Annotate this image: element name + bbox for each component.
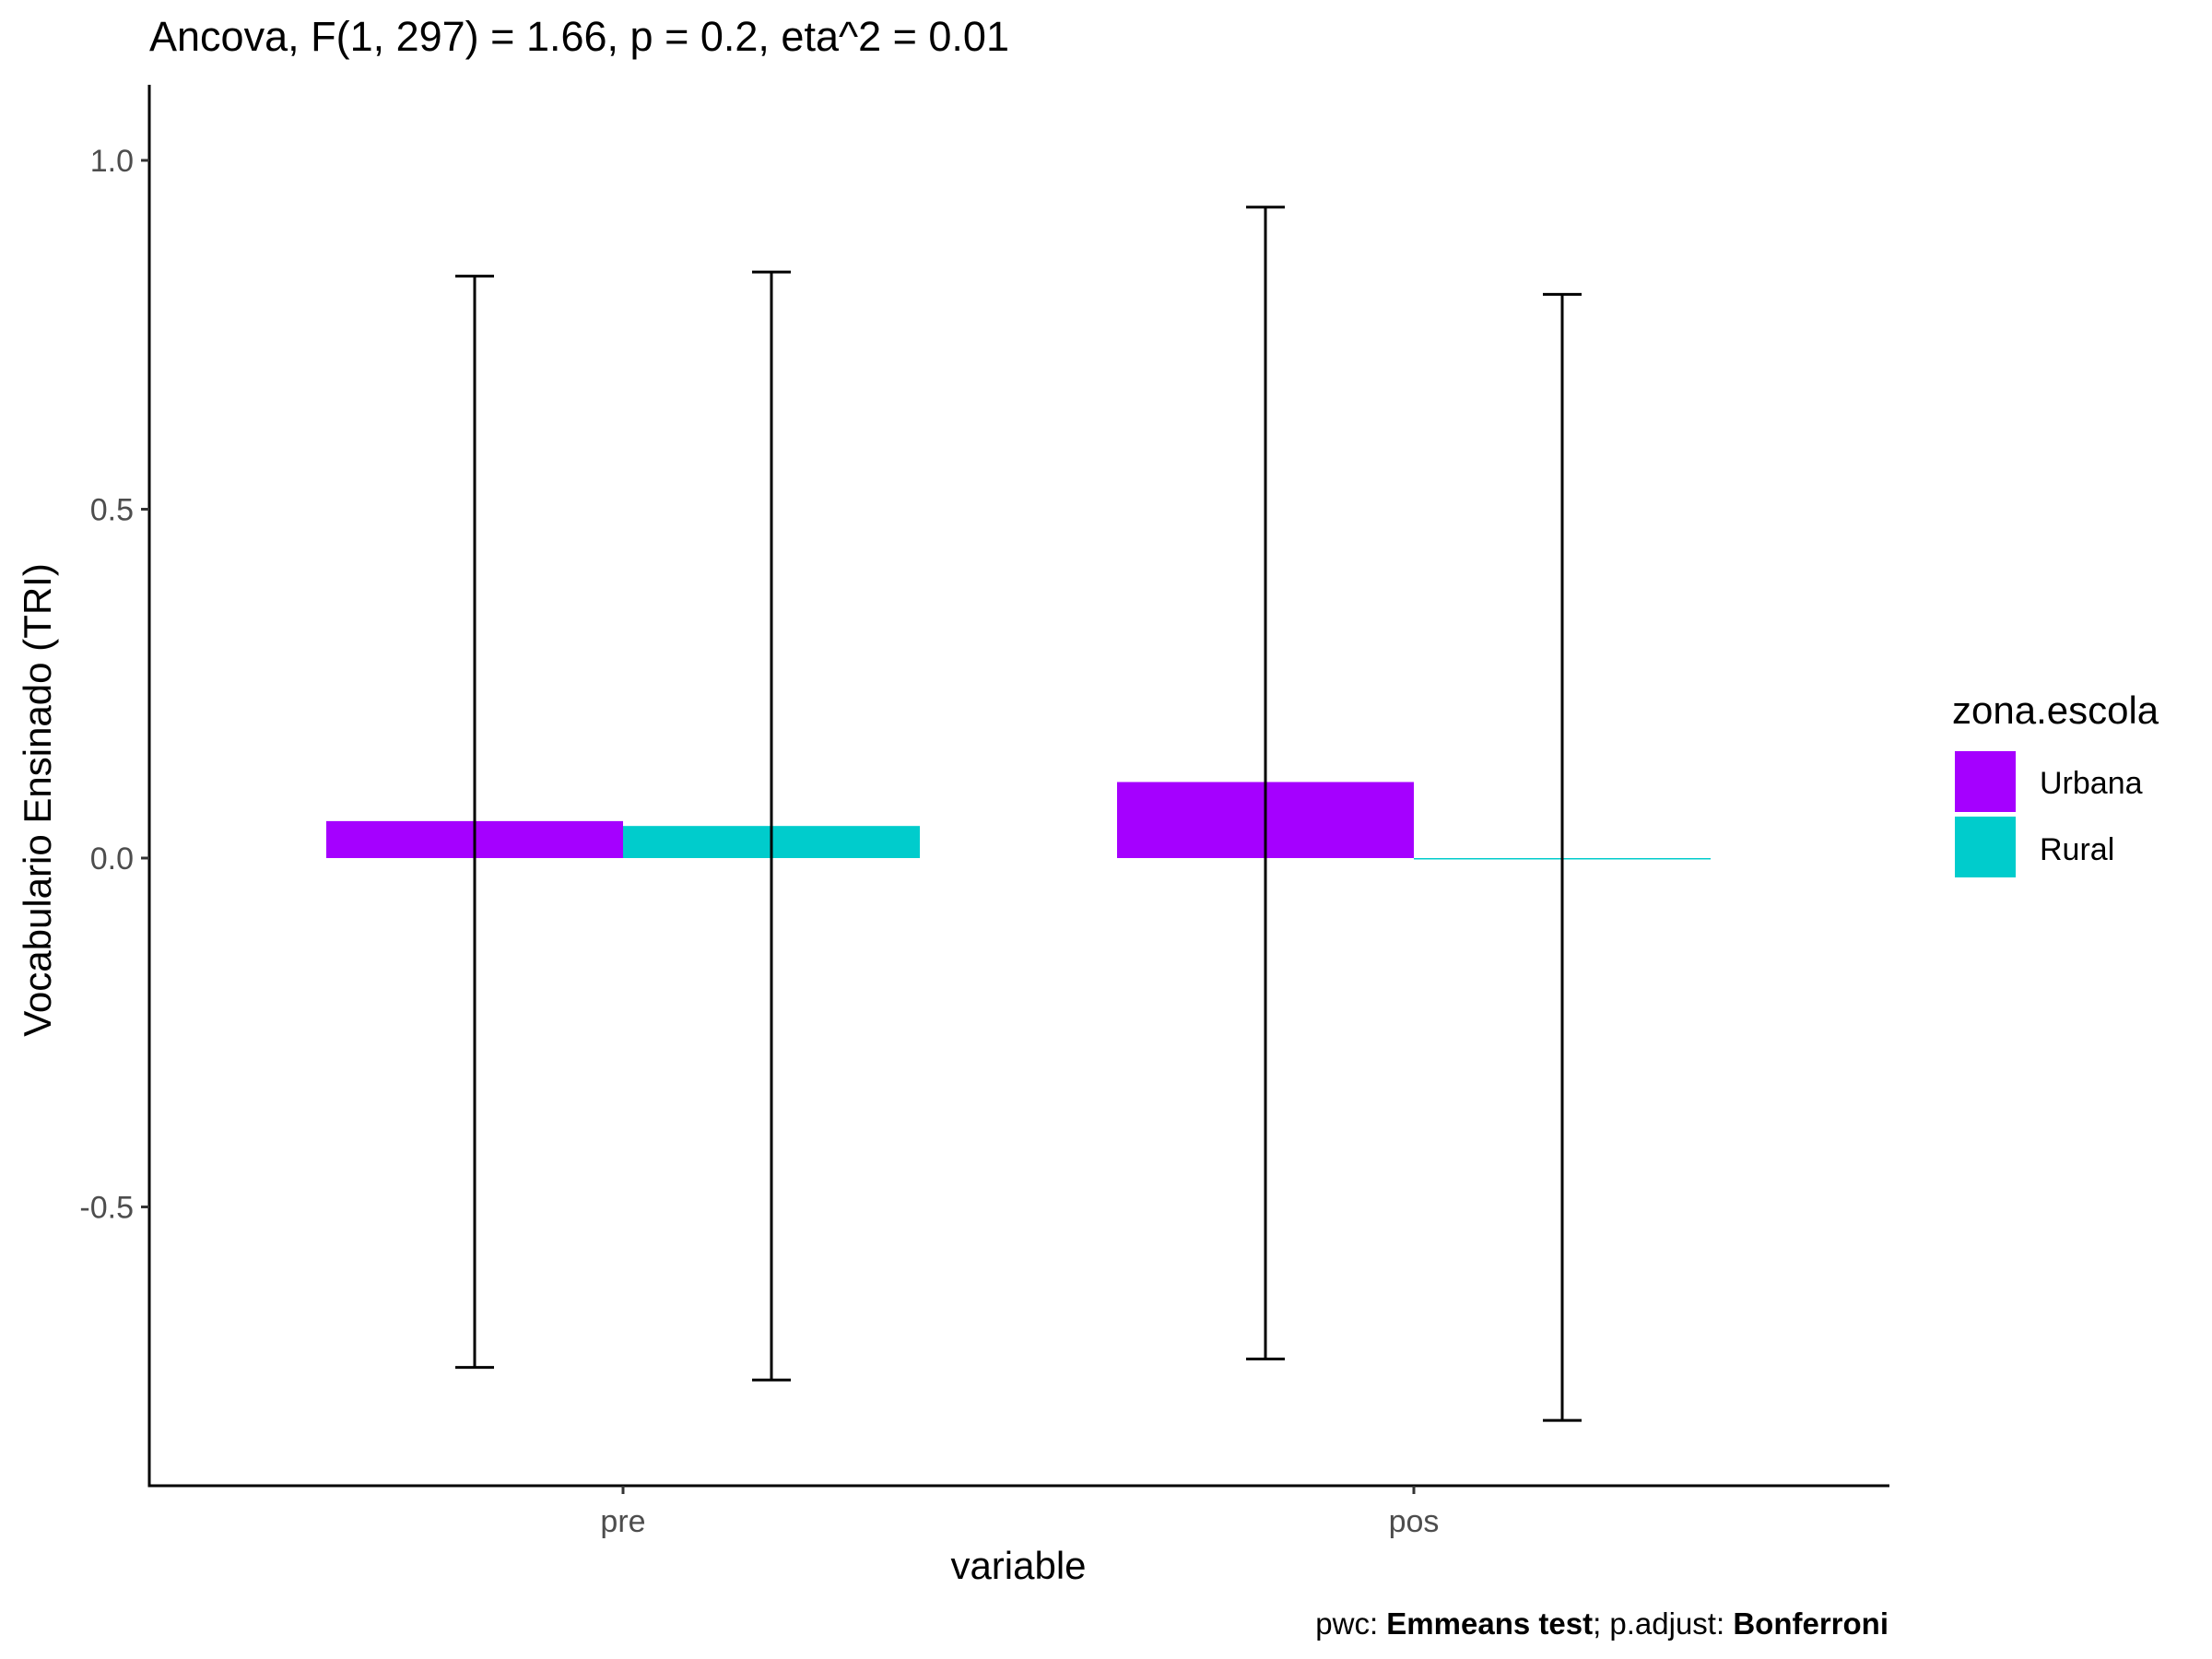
caption-padjust-prefix: ; p.adjust: bbox=[1593, 1606, 1733, 1641]
y-tick-label: 0.0 bbox=[90, 841, 134, 877]
legend-swatch-rural bbox=[1955, 817, 2016, 877]
x-ticks: pre pos bbox=[600, 1486, 1439, 1539]
chart-title: Ancova, F(1, 297) = 1.66, p = 0.2, eta^2… bbox=[149, 13, 1009, 60]
legend-label-urbana: Urbana bbox=[2040, 766, 2143, 801]
bars-layer bbox=[326, 782, 1711, 860]
x-tick-label: pre bbox=[600, 1504, 645, 1539]
y-tick-label: 1.0 bbox=[90, 144, 134, 179]
errorbar-urbana-pos bbox=[1246, 206, 1285, 1361]
legend-swatch-urbana bbox=[1955, 751, 2016, 812]
x-axis-title: variable bbox=[950, 1544, 1086, 1587]
caption: pwc: Emmeans test; p.adjust: Bonferroni bbox=[1315, 1606, 1888, 1641]
errorbars-layer bbox=[455, 206, 1582, 1422]
errorbar-rural-pre bbox=[752, 270, 791, 1382]
errorbar-urbana-pre bbox=[455, 275, 494, 1370]
caption-padjust-value: Bonferroni bbox=[1733, 1606, 1888, 1641]
legend-title: zona.escola bbox=[1952, 688, 2159, 732]
y-tick-label: -0.5 bbox=[79, 1191, 134, 1226]
caption-pwc-value: Emmeans test bbox=[1386, 1606, 1593, 1641]
legend: zona.escola Urbana Rural bbox=[1952, 688, 2159, 877]
x-tick-label: pos bbox=[1389, 1504, 1440, 1539]
caption-pwc-prefix: pwc: bbox=[1315, 1606, 1386, 1641]
y-tick-label: 0.5 bbox=[90, 493, 134, 528]
y-ticks: 1.0 0.5 0.0 -0.5 bbox=[79, 144, 149, 1226]
y-axis-title: Vocabulario Ensinado (TRI) bbox=[16, 563, 59, 1037]
legend-label-rural: Rural bbox=[2040, 832, 2114, 867]
errorbar-rural-pos bbox=[1543, 292, 1582, 1422]
